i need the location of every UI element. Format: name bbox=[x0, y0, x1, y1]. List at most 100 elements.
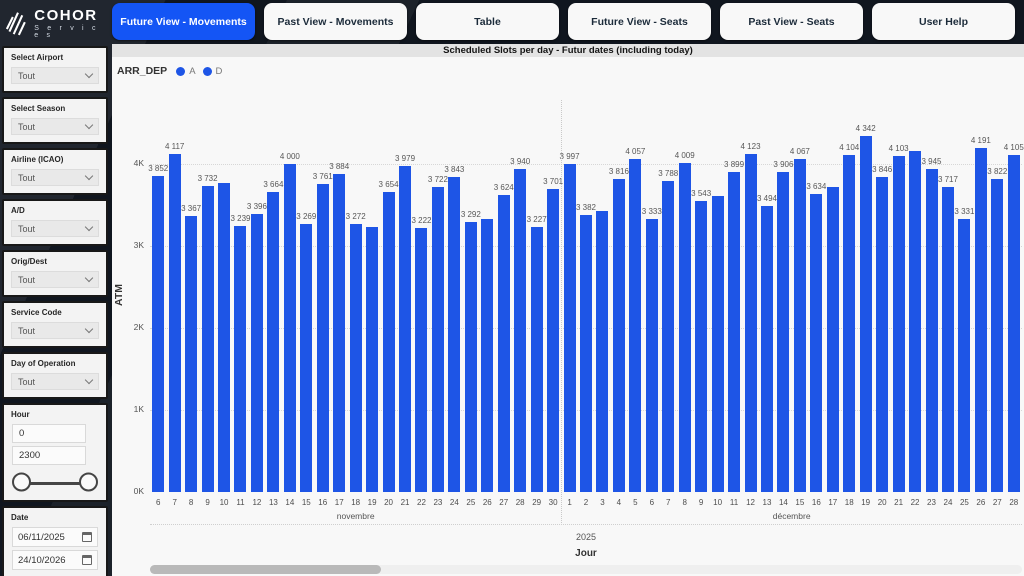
bar-novembre-9[interactable] bbox=[201, 185, 214, 492]
bar-d-cembre-3[interactable] bbox=[596, 210, 609, 492]
bar-novembre-23[interactable] bbox=[431, 186, 444, 492]
bar-d-cembre-26[interactable] bbox=[974, 148, 987, 492]
bar-d-cembre-24[interactable] bbox=[941, 187, 954, 492]
hour-to-input[interactable] bbox=[12, 446, 86, 465]
bar-novembre-22[interactable] bbox=[415, 227, 428, 492]
bar-d-cembre-28[interactable] bbox=[1007, 155, 1020, 492]
bar-d-cembre-6[interactable] bbox=[645, 218, 658, 492]
scrollbar-thumb[interactable] bbox=[150, 565, 381, 574]
bar-value-label: 3 269 bbox=[296, 211, 317, 221]
bar-novembre-14[interactable] bbox=[283, 164, 296, 492]
filter-select-season: Select Season Tout bbox=[2, 97, 108, 144]
bar-novembre-30[interactable] bbox=[547, 188, 560, 492]
bar-d-cembre-13[interactable] bbox=[760, 205, 773, 492]
bar-novembre-29[interactable] bbox=[530, 227, 543, 492]
tab-future-view-movements[interactable]: Future View - Movements bbox=[112, 3, 255, 40]
bar-novembre-11[interactable] bbox=[234, 226, 247, 492]
filter-service-code-dropdown[interactable]: Tout bbox=[11, 322, 99, 339]
bar-value-label: 4 009 bbox=[674, 151, 695, 161]
bar-d-cembre-9[interactable] bbox=[695, 201, 708, 492]
bar-novembre-17[interactable] bbox=[333, 173, 346, 492]
bar-d-cembre-16[interactable] bbox=[810, 194, 823, 492]
bar-novembre-16[interactable] bbox=[316, 183, 329, 492]
bar-d-cembre-8[interactable] bbox=[678, 163, 691, 492]
hour-slider-handle-min[interactable] bbox=[12, 472, 31, 492]
hour-slider-handle-max[interactable] bbox=[79, 472, 98, 492]
bar-novembre-13[interactable] bbox=[267, 191, 280, 492]
bar-value-label: 4 191 bbox=[970, 136, 991, 146]
filter-orig-dest-dropdown[interactable]: Tout bbox=[11, 271, 99, 288]
filter-a-d-dropdown[interactable]: Tout bbox=[11, 220, 99, 237]
bar-d-cembre-4[interactable] bbox=[612, 179, 625, 492]
calendar-icon[interactable] bbox=[82, 555, 92, 565]
x-axis-tick: 26 bbox=[482, 498, 492, 507]
tab-table[interactable]: Table bbox=[416, 3, 559, 40]
tab-past-view-movements[interactable]: Past View - Movements bbox=[264, 3, 407, 40]
date-to-field[interactable]: 24/10/2026 bbox=[12, 550, 98, 570]
bar-novembre-15[interactable] bbox=[300, 223, 313, 492]
legend-item-a[interactable]: A bbox=[189, 65, 196, 77]
bar-novembre-20[interactable] bbox=[382, 192, 395, 492]
date-from-field[interactable]: 06/11/2025 bbox=[12, 527, 98, 547]
bar-novembre-25[interactable] bbox=[464, 222, 477, 492]
filter-airline-icao-dropdown[interactable]: Tout bbox=[11, 169, 99, 186]
bar-value-label: 3 634 bbox=[806, 182, 827, 192]
bar-value-label: 4 057 bbox=[625, 147, 646, 157]
bar-novembre-27[interactable] bbox=[497, 194, 510, 492]
bar-novembre-28[interactable] bbox=[514, 168, 527, 492]
horizontal-scrollbar[interactable] bbox=[150, 565, 1022, 574]
x-axis-tick: 5 bbox=[633, 498, 638, 507]
bar-novembre-19[interactable] bbox=[366, 227, 379, 492]
bar-novembre-6[interactable] bbox=[152, 176, 165, 492]
bar-d-cembre-11[interactable] bbox=[728, 172, 741, 492]
bar-value-label: 3 222 bbox=[411, 215, 432, 225]
filter-select-season-dropdown[interactable]: Tout bbox=[11, 118, 99, 135]
bar-d-cembre-18[interactable] bbox=[843, 155, 856, 492]
bar-d-cembre-17[interactable] bbox=[826, 186, 839, 492]
bar-novembre-7[interactable] bbox=[168, 154, 181, 492]
bar-d-cembre-21[interactable] bbox=[892, 155, 905, 492]
x-axis-tick: 15 bbox=[795, 498, 805, 507]
bar-d-cembre-19[interactable] bbox=[859, 135, 872, 492]
bar-novembre-24[interactable] bbox=[448, 176, 461, 492]
bar-d-cembre-20[interactable] bbox=[876, 176, 889, 492]
bar-d-cembre-2[interactable] bbox=[580, 214, 592, 492]
tab-past-view-seats[interactable]: Past View - Seats bbox=[720, 3, 863, 40]
chevron-down-icon bbox=[84, 171, 94, 181]
tab-user-help[interactable]: User Help bbox=[872, 3, 1015, 40]
bar-novembre-10[interactable] bbox=[218, 182, 231, 492]
bar-d-cembre-5[interactable] bbox=[629, 159, 642, 492]
legend-item-d[interactable]: D bbox=[215, 65, 223, 77]
hour-from-input[interactable] bbox=[12, 424, 86, 443]
bar-d-cembre-22[interactable] bbox=[909, 150, 922, 492]
bar-d-cembre-15[interactable] bbox=[793, 158, 806, 492]
bar-d-cembre-1[interactable] bbox=[563, 164, 576, 492]
bar-d-cembre-27[interactable] bbox=[991, 178, 1004, 492]
filter-select-airport-dropdown[interactable]: Tout bbox=[11, 67, 99, 84]
filter-day-of-operation-dropdown[interactable]: Tout bbox=[11, 373, 99, 390]
bar-novembre-21[interactable] bbox=[399, 165, 412, 492]
gridline bbox=[150, 164, 1022, 165]
chart-title: Scheduled Slots per day - Futur dates (i… bbox=[112, 44, 1024, 57]
bar-value-label: 3 654 bbox=[378, 180, 399, 190]
dropdown-value: Tout bbox=[18, 376, 36, 387]
tab-future-view-seats[interactable]: Future View - Seats bbox=[568, 3, 711, 40]
bar-novembre-26[interactable] bbox=[481, 218, 494, 492]
x-axis-tick: 7 bbox=[666, 498, 671, 507]
bar-novembre-8[interactable] bbox=[185, 215, 198, 492]
bar-value-label: 4 104 bbox=[839, 143, 860, 153]
dropdown-value: Tout bbox=[18, 70, 36, 81]
bar-value-label: 4 342 bbox=[855, 123, 876, 133]
bar-d-cembre-14[interactable] bbox=[777, 171, 790, 492]
bar-d-cembre-12[interactable] bbox=[744, 153, 757, 492]
dropdown-value: Tout bbox=[18, 325, 36, 336]
calendar-icon[interactable] bbox=[82, 532, 92, 542]
bar-d-cembre-10[interactable] bbox=[711, 195, 724, 492]
bar-novembre-18[interactable] bbox=[349, 223, 362, 492]
bar-d-cembre-25[interactable] bbox=[958, 218, 971, 492]
bar-d-cembre-7[interactable] bbox=[662, 181, 675, 492]
bar-value-label: 3 822 bbox=[987, 166, 1008, 176]
bar-d-cembre-23[interactable] bbox=[925, 168, 938, 492]
bar-novembre-12[interactable] bbox=[250, 213, 263, 492]
